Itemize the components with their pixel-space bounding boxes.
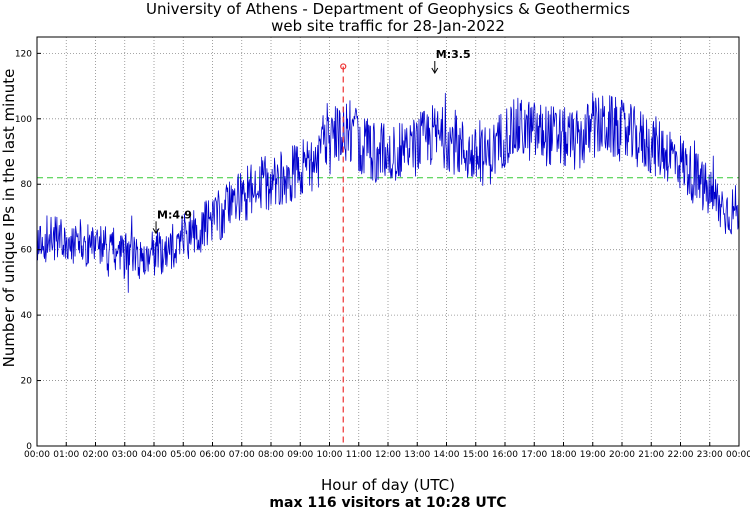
x-tick-label: 03:00 xyxy=(112,450,138,460)
max-marker-group xyxy=(340,63,347,446)
x-tick-label: 15:00 xyxy=(463,450,489,460)
x-tick-label: 20:00 xyxy=(609,450,635,460)
x-tick-label: 11:00 xyxy=(346,450,372,460)
series-line xyxy=(36,92,740,293)
annotation-label: M:4.9 xyxy=(157,208,192,221)
x-tick-label: 00:00 xyxy=(24,450,50,460)
x-tick-label: 19:00 xyxy=(580,450,606,460)
x-tick-label: 21:00 xyxy=(638,450,664,460)
x-tick-label: 06:00 xyxy=(200,450,226,460)
y-tick-label: 20 xyxy=(21,377,33,387)
x-tick-label: 12:00 xyxy=(375,450,401,460)
x-tick-label: 17:00 xyxy=(521,450,547,460)
x-tick-label: 18:00 xyxy=(551,450,577,460)
chart-title: University of Athens - Department of Geo… xyxy=(146,0,630,18)
annotation-arrowhead xyxy=(152,228,160,235)
x-tick-label: 08:00 xyxy=(258,450,284,460)
chart-subtitle: web site traffic for 28-Jan-2022 xyxy=(271,17,505,35)
x-tick-label: 05:00 xyxy=(170,450,196,460)
y-tick-label: 100 xyxy=(15,115,32,125)
x-tick-label: 00:00 xyxy=(726,450,750,460)
grid xyxy=(37,37,739,446)
max-caption: max 116 visitors at 10:28 UTC xyxy=(269,495,506,511)
x-tick-label: 13:00 xyxy=(404,450,430,460)
x-tick-label: 09:00 xyxy=(287,450,313,460)
x-tick-label: 14:00 xyxy=(434,450,460,460)
y-tick-label: 60 xyxy=(21,246,33,256)
y-tick-label: 80 xyxy=(21,180,33,190)
x-tick-label: 07:00 xyxy=(229,450,255,460)
max-marker-point xyxy=(340,63,347,70)
annotations-group: M:4.9 M:3.5 xyxy=(152,48,471,235)
x-tick-label: 10:00 xyxy=(317,450,343,460)
y-tick-label: 0 xyxy=(26,442,32,452)
series-group xyxy=(36,92,740,293)
x-tick-label: 22:00 xyxy=(668,450,694,460)
annotation-label: M:3.5 xyxy=(436,48,471,61)
x-axis-label: Hour of day (UTC) xyxy=(321,476,455,494)
y-axis-label: Number of unique IPs in the last minute xyxy=(0,69,18,368)
y-tick-label: 40 xyxy=(21,311,33,321)
x-tick-label: 04:00 xyxy=(141,450,167,460)
x-tick-label: 02:00 xyxy=(83,450,109,460)
annotation-arrowhead xyxy=(431,67,439,74)
x-tick-label: 23:00 xyxy=(697,450,723,460)
tick-labels: 00:00 01:00 02:00 03:00 04:00 05:00 06:00 07:00… xyxy=(15,49,750,460)
x-tick-label: 01:00 xyxy=(53,450,79,460)
y-tick-label: 120 xyxy=(15,49,32,59)
x-tick-label: 16:00 xyxy=(492,450,518,460)
